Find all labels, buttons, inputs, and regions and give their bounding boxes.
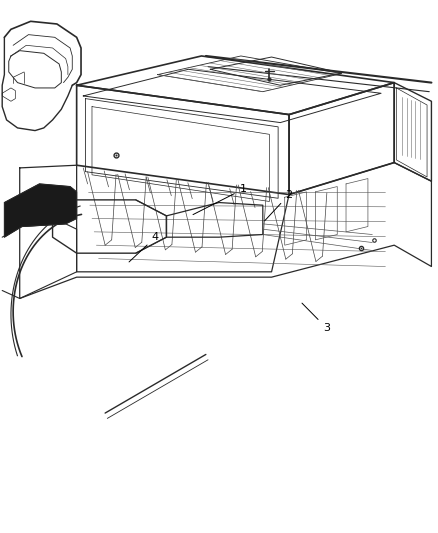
Text: 3: 3 (302, 303, 330, 333)
Text: 4: 4 (129, 232, 159, 262)
Text: 2: 2 (265, 190, 293, 221)
Text: 1: 1 (193, 184, 247, 215)
Polygon shape (4, 184, 77, 237)
